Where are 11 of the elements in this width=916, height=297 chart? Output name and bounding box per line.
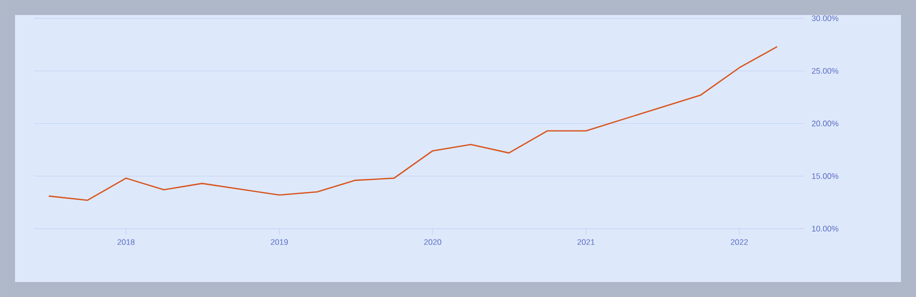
line-series bbox=[48, 46, 778, 201]
y-tick-label: 25.00% bbox=[812, 68, 838, 74]
y-tick-label: 30.00% bbox=[812, 15, 838, 22]
x-tick-label: 2021 bbox=[577, 239, 594, 245]
x-tick-label: 2018 bbox=[118, 239, 135, 245]
x-tick-label: 2019 bbox=[270, 239, 288, 245]
x-tick-label: 2022 bbox=[730, 239, 748, 245]
y-tick-label: 10.00% bbox=[812, 226, 838, 232]
y-tick-label: 15.00% bbox=[812, 173, 838, 179]
y-tick-label: 20.00% bbox=[812, 120, 838, 126]
x-tick-label: 2020 bbox=[424, 239, 442, 245]
